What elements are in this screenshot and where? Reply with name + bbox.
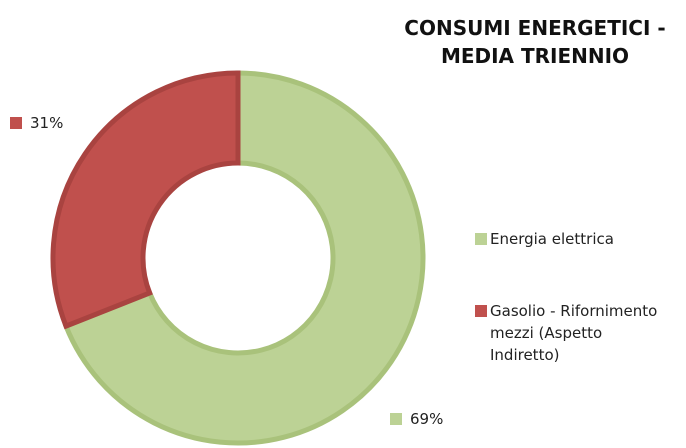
donut-slice bbox=[62, 70, 426, 446]
legend-swatch bbox=[475, 305, 487, 317]
data-label-swatch bbox=[390, 413, 402, 425]
legend-label: Gasolio - Rifornimento mezzi (Aspetto In… bbox=[490, 302, 658, 364]
legend-swatch bbox=[475, 233, 487, 245]
data-label: 69% bbox=[410, 410, 444, 428]
data-label-swatch bbox=[10, 117, 22, 129]
data-label: 31% bbox=[30, 114, 64, 132]
donut-slice bbox=[50, 70, 241, 330]
legend-label: Energia elettrica bbox=[490, 230, 614, 248]
chart-title: CONSUMI ENERGETICI - MEDIA TRIENNIO bbox=[404, 16, 666, 68]
